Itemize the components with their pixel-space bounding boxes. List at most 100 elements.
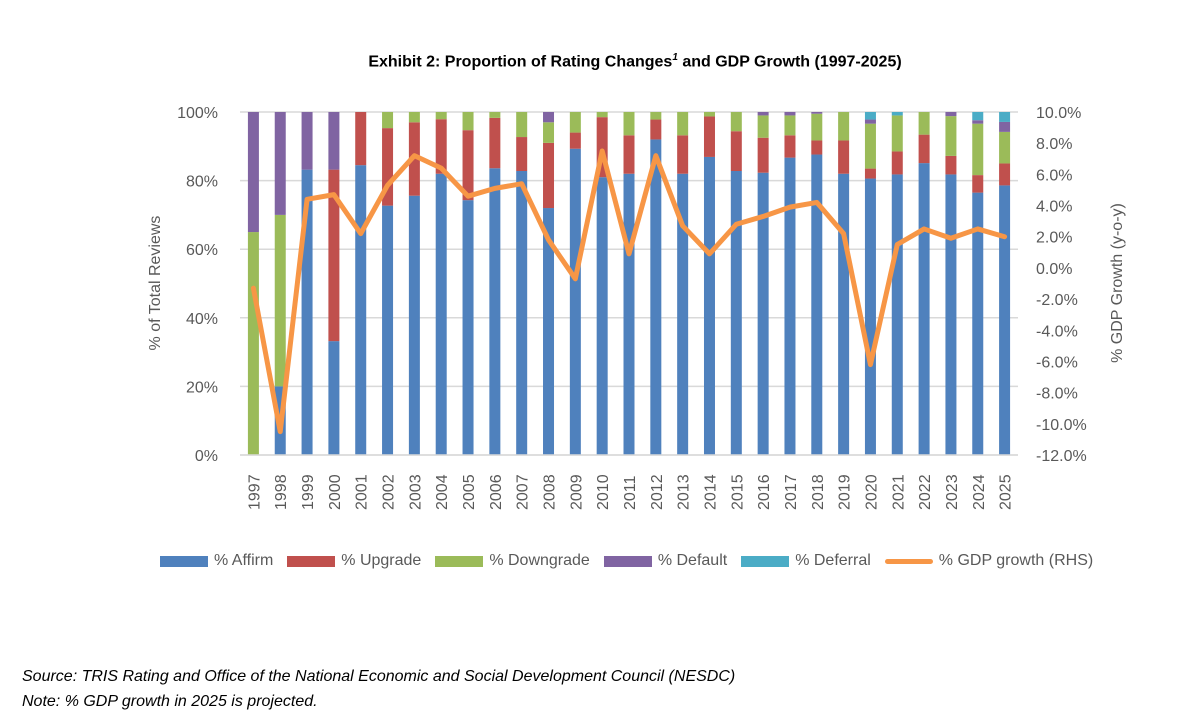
bar-upgrade-2024 xyxy=(972,175,984,193)
bar-upgrade-2020 xyxy=(864,168,876,179)
source-note: Source: TRIS Rating and Office of the Na… xyxy=(22,668,736,685)
bar-upgrade-2021 xyxy=(891,151,903,175)
bar-default-2017 xyxy=(784,112,796,116)
bar-downgrade-2016 xyxy=(757,115,769,138)
x-tick-label: 2023 xyxy=(944,474,961,510)
bar-default-2000 xyxy=(328,112,340,170)
bar-affirm-2014 xyxy=(703,156,715,456)
x-tick-label: 2007 xyxy=(515,474,532,510)
x-tick-label: 2013 xyxy=(676,474,693,510)
x-tick-label: 1999 xyxy=(300,474,317,510)
bar-downgrade-2012 xyxy=(650,112,662,120)
right-tick-label: -12.0% xyxy=(1036,448,1087,465)
x-tick-label: 2003 xyxy=(407,474,424,510)
bar-default-2018 xyxy=(811,112,823,114)
x-tick-label: 2008 xyxy=(542,474,559,510)
bar-upgrade-2002 xyxy=(382,128,394,206)
bar-affirm-2015 xyxy=(730,170,742,455)
bar-affirm-2005 xyxy=(462,200,474,455)
x-tick-label: 2000 xyxy=(327,474,344,510)
bar-downgrade-2002 xyxy=(382,112,394,129)
bar-downgrade-2003 xyxy=(408,112,420,123)
right-tick-label: 8.0% xyxy=(1036,136,1072,153)
x-tick-label: 2025 xyxy=(998,474,1015,510)
bar-downgrade-2018 xyxy=(811,113,823,141)
right-tick-label: -6.0% xyxy=(1036,354,1078,371)
bar-affirm-2008 xyxy=(543,208,555,455)
x-tick-label: 2018 xyxy=(810,474,827,510)
right-tick-label: -4.0% xyxy=(1036,323,1078,340)
chart-title: Exhibit 2: Proportion of Rating Changes1… xyxy=(0,52,1200,71)
bar-default-2016 xyxy=(757,112,769,116)
bar-upgrade-2016 xyxy=(757,137,769,173)
right-tick-label: -2.0% xyxy=(1036,292,1078,309)
bar-upgrade-2005 xyxy=(462,130,474,201)
bar-upgrade-2023 xyxy=(945,155,957,175)
right-tick-label: -10.0% xyxy=(1036,417,1087,434)
x-tick-label: 2011 xyxy=(622,475,639,510)
bar-upgrade-2018 xyxy=(811,140,823,155)
bar-deferral-2024 xyxy=(972,112,984,121)
legend-item-upgrade: % Upgrade xyxy=(287,552,421,570)
bar-affirm-2017 xyxy=(784,157,796,455)
bar-downgrade-2004 xyxy=(435,112,447,120)
bar-downgrade-2020 xyxy=(864,123,876,169)
legend-swatch xyxy=(741,555,790,567)
legend-label: % Upgrade xyxy=(341,552,422,569)
bar-downgrade-2010 xyxy=(596,112,608,118)
x-tick-label: 1998 xyxy=(273,474,290,510)
footer: Source: TRIS Rating and Office of the Na… xyxy=(22,664,735,714)
legend: % Affirm % Upgrade % Downgrade % Default… xyxy=(160,552,1107,570)
x-tick-label: 2004 xyxy=(434,474,451,510)
legend-label: % GDP growth (RHS) xyxy=(938,552,1094,569)
bar-affirm-2003 xyxy=(408,195,420,455)
right-tick-label: 10.0% xyxy=(1036,105,1081,122)
legend-swatch xyxy=(603,555,652,567)
bar-upgrade-2007 xyxy=(516,137,528,171)
bar-upgrade-2015 xyxy=(730,131,742,171)
legend-item-default: % Default xyxy=(603,552,727,570)
bar-affirm-2022 xyxy=(918,163,930,455)
bar-default-2025 xyxy=(999,121,1011,132)
bar-affirm-2018 xyxy=(811,154,823,456)
bar-upgrade-2011 xyxy=(623,135,635,174)
title-main: Exhibit 2: Proportion of Rating Changes xyxy=(368,53,673,71)
x-tick-label: 2005 xyxy=(461,474,478,510)
x-tick-label: 2002 xyxy=(381,474,398,510)
title-rest: and GDP Growth (1997-2025) xyxy=(677,53,902,71)
legend-item-gdp: % GDP growth (RHS) xyxy=(884,552,1094,570)
bar-affirm-2025 xyxy=(999,185,1011,456)
left-tick-label: 60% xyxy=(186,242,218,259)
y2-axis-title: % GDP Growth (y-o-y) xyxy=(1109,203,1126,363)
bar-default-1997 xyxy=(247,112,259,233)
x-tick-label: 2009 xyxy=(568,474,585,510)
bar-downgrade-2022 xyxy=(918,112,930,135)
bar-upgrade-2025 xyxy=(999,163,1011,186)
bar-downgrade-2006 xyxy=(489,112,501,118)
bar-affirm-2000 xyxy=(328,341,340,455)
bar-upgrade-2013 xyxy=(677,135,689,174)
bar-downgrade-2005 xyxy=(462,112,474,131)
legend-item-deferral: % Deferral xyxy=(741,552,871,570)
bar-affirm-2016 xyxy=(757,172,769,455)
x-tick-label: 2020 xyxy=(863,474,880,510)
legend-label: % Deferral xyxy=(795,552,871,569)
legend-line-swatch xyxy=(884,558,933,564)
x-tick-label: 2010 xyxy=(595,474,612,510)
x-tick-label: 2001 xyxy=(354,474,371,510)
x-tick-label: 2006 xyxy=(488,474,505,510)
bar-default-1998 xyxy=(274,112,286,215)
legend-swatch xyxy=(160,555,208,567)
legend-item-downgrade: % Downgrade xyxy=(435,552,590,570)
legend-swatch xyxy=(287,555,336,567)
bar-affirm-2001 xyxy=(355,165,367,456)
bar-downgrade-2021 xyxy=(891,115,903,152)
bar-downgrade-1997 xyxy=(247,232,259,455)
bar-upgrade-2010 xyxy=(596,117,608,178)
bar-affirm-2012 xyxy=(650,139,662,455)
bar-affirm-2010 xyxy=(596,177,608,456)
bar-downgrade-2013 xyxy=(677,112,689,136)
x-tick-label: 2012 xyxy=(649,474,666,510)
bar-downgrade-2007 xyxy=(516,112,528,138)
